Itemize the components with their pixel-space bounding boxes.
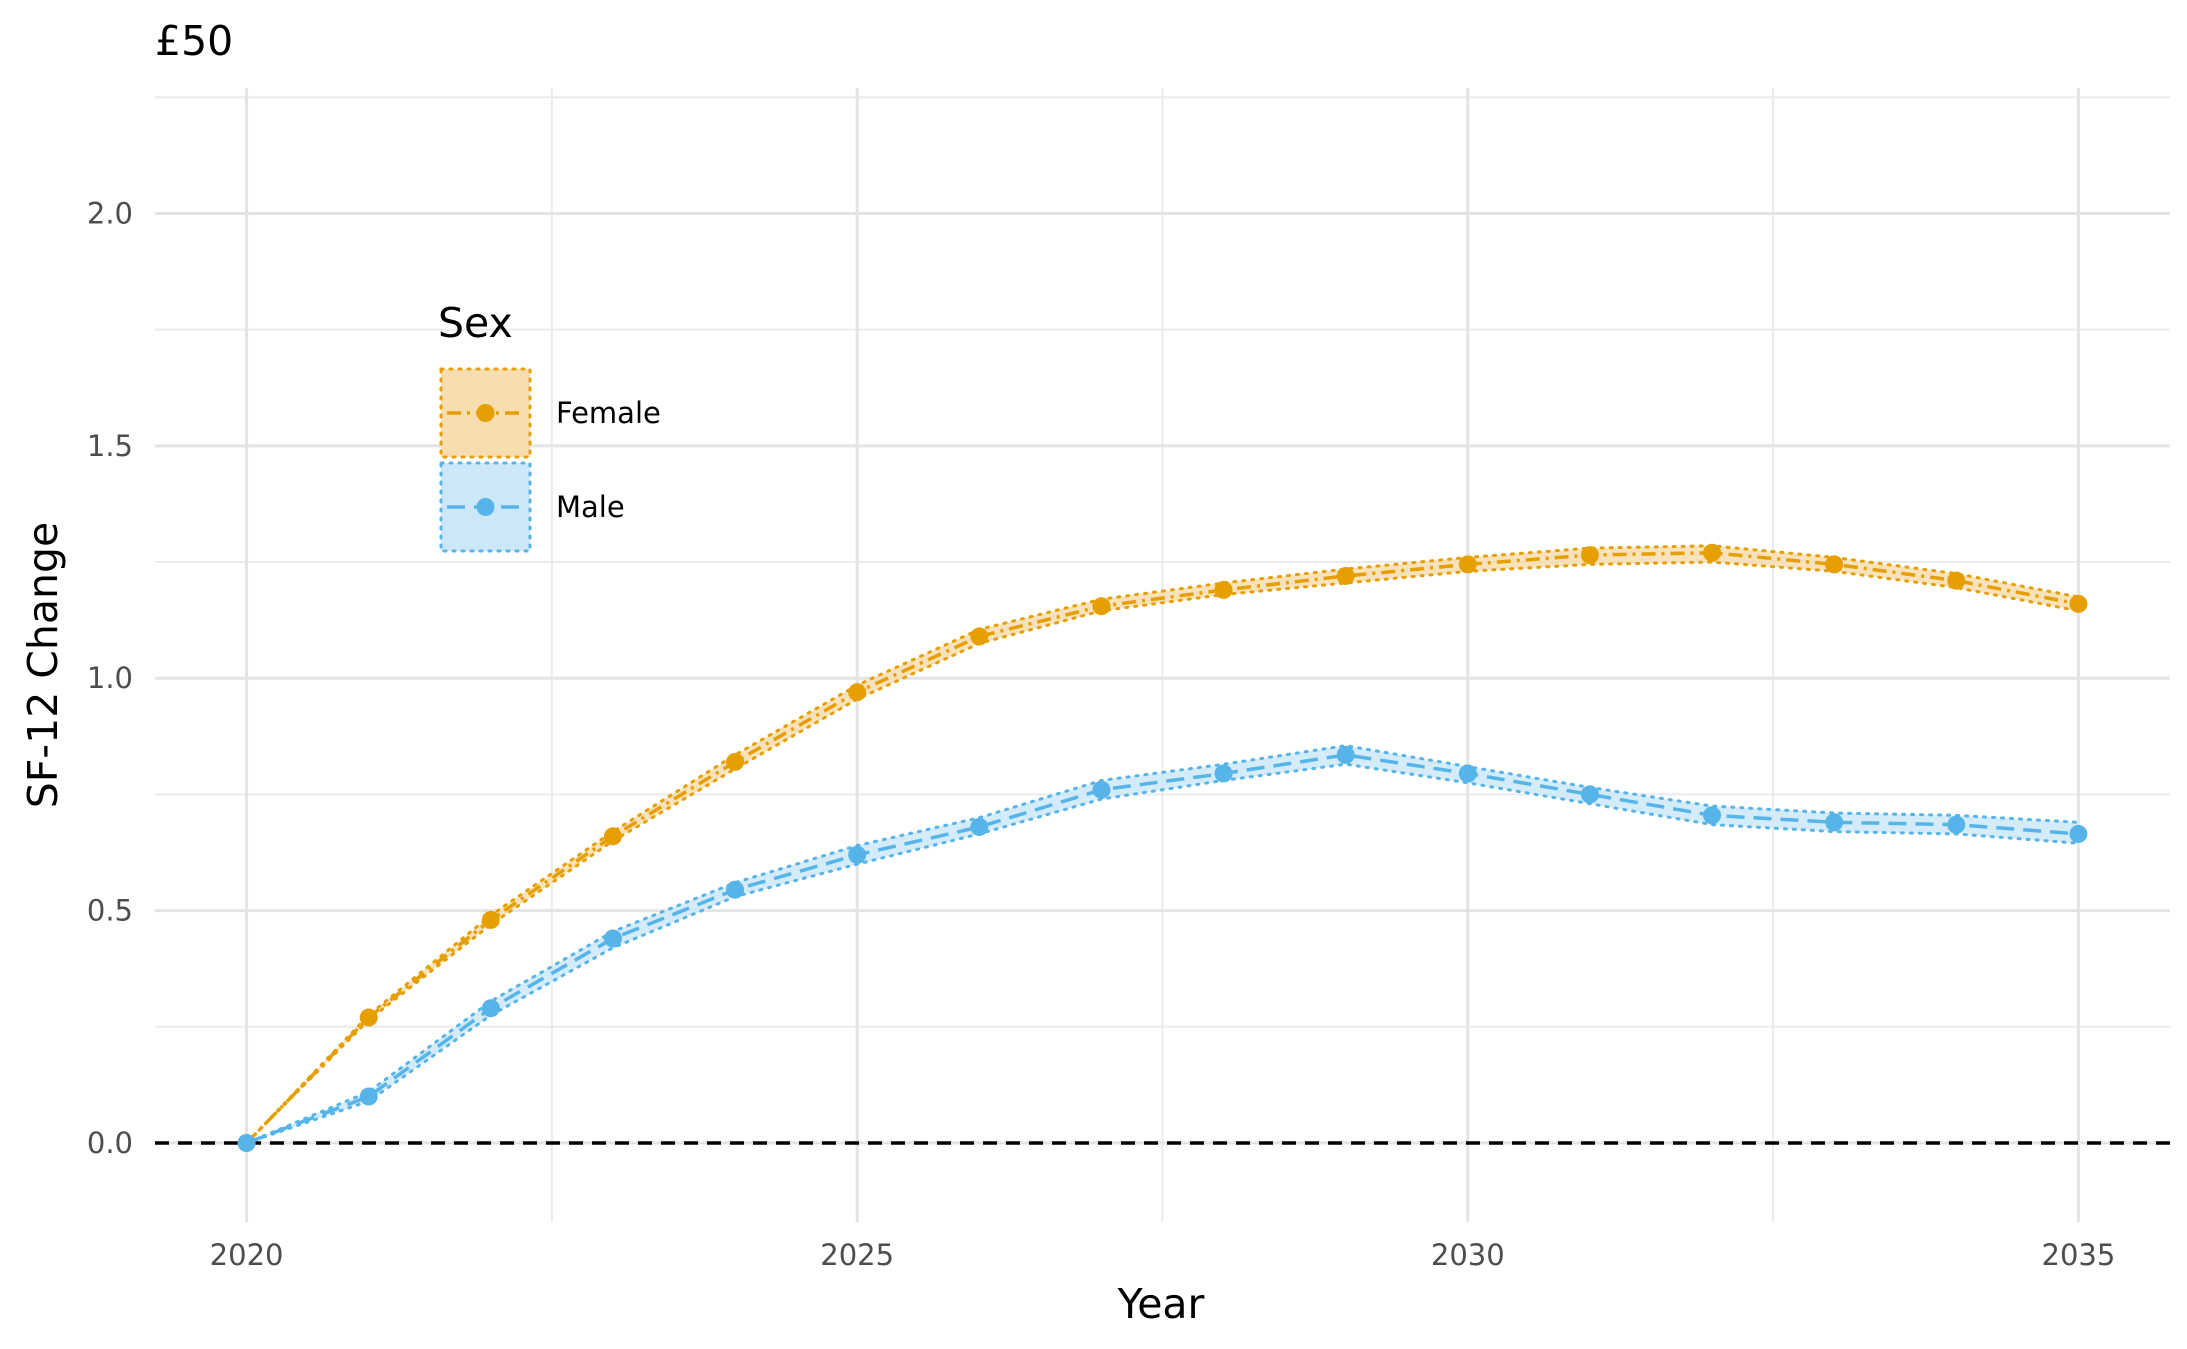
female-point [359,1008,378,1027]
female-point [481,910,500,929]
male-legend-point [476,498,495,516]
male-upper-bound [245,744,2080,1145]
female-point [848,683,867,702]
y-axis-tick-labels: 0.0 0.5 1.0 1.5 2.0 [87,196,133,1160]
y-tick-label: 1.0 [87,661,133,695]
male-point [1092,780,1111,799]
data-points [237,543,2088,1152]
male-point [1825,813,1844,832]
female-point [1214,580,1233,599]
female-point [1458,555,1477,574]
female-point [1336,566,1355,585]
female-legend-label: Female [556,396,661,430]
female-lower-bound [245,560,2080,1145]
female-point [603,827,622,846]
x-tick-label: 2030 [1431,1238,1505,1272]
male-point [1458,764,1477,783]
y-tick-label: 2.0 [87,196,133,230]
x-tick-label: 2025 [820,1238,894,1272]
male-point [970,817,989,836]
male-point [603,929,622,948]
male-point [2069,824,2088,843]
y-tick-label: 0.5 [87,894,133,928]
x-axis-tick-labels: 2020 2025 2030 2035 [210,1238,2116,1272]
legend-title: Sex [438,299,513,347]
male-point [726,880,745,899]
y-tick-label: 1.5 [87,429,133,463]
male-lower-bound [245,762,2080,1145]
x-tick-label: 2020 [210,1238,284,1272]
female-point [1092,597,1111,616]
female-point [970,627,989,646]
female-point [1703,543,1722,562]
male-point [1947,815,1966,834]
male-point [1214,764,1233,783]
x-axis-title: Year [1117,1280,1205,1328]
male-point [1703,806,1722,825]
series-lines [245,551,2079,1145]
female-point [1825,555,1844,574]
female-point [1947,571,1966,590]
x-tick-label: 2035 [2042,1238,2116,1272]
female-point [2069,594,2088,613]
male-point [481,999,500,1018]
male-line [245,753,2079,1145]
chart-title: £50 [155,17,233,65]
male-point [1580,785,1599,804]
male-legend-label: Male [556,490,625,524]
male-point [848,845,867,864]
male-point [359,1087,378,1106]
male-point [1336,745,1355,764]
female-point [1580,546,1599,565]
female-point [726,752,745,771]
legend: Sex Female Male [438,299,661,553]
female-line [245,551,2079,1145]
y-axis-title: SF-12 Change [19,522,67,809]
y-tick-label: 0.0 [87,1126,133,1160]
grid-minor [155,88,2170,1222]
female-legend-point [476,404,495,422]
female-upper-bound [245,544,2080,1145]
male-point [237,1133,256,1152]
